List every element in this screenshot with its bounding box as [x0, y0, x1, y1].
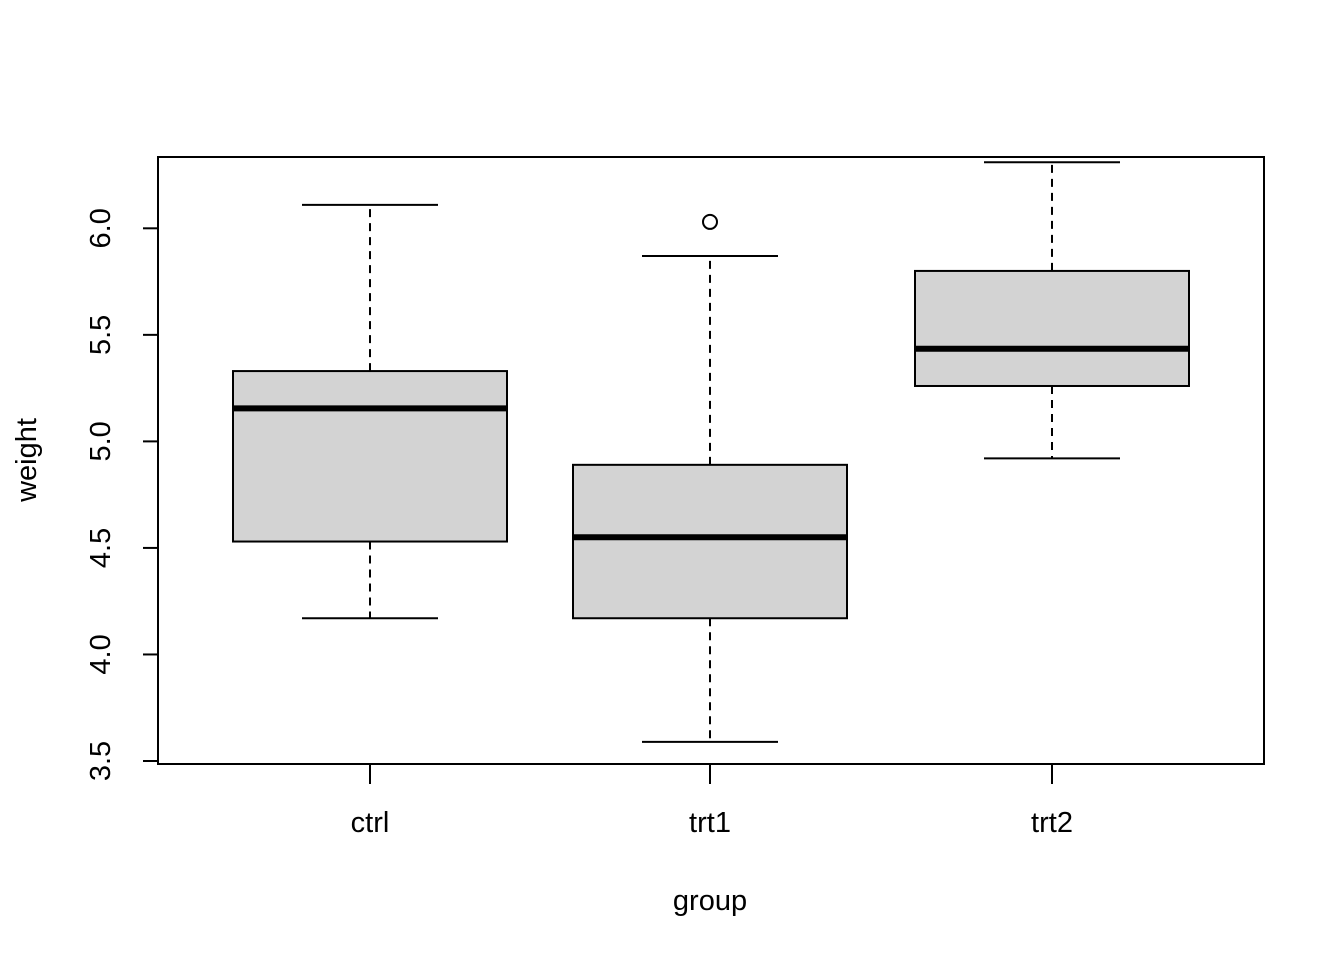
box-trt2	[914, 161, 1190, 460]
y-tick-label: 3.5	[85, 741, 117, 781]
x-tick-label: trt1	[689, 807, 731, 839]
outlier-point	[702, 213, 718, 230]
y-tick-label: 6.0	[85, 208, 117, 248]
x-axis: ctrl trt1 trt2	[351, 763, 1073, 839]
iqr-box	[914, 269, 1190, 387]
y-tick-label: 4.5	[85, 528, 117, 568]
y-axis: 3.5 4.0 4.5 5.0 5.5 6.0	[85, 208, 159, 781]
x-tick-label: trt2	[1031, 807, 1073, 839]
iqr-box	[232, 370, 508, 543]
iqr-box	[572, 463, 848, 620]
box-ctrl	[232, 203, 508, 620]
boxes-layer	[232, 161, 1190, 743]
x-axis-label: group	[673, 885, 747, 917]
y-axis-label: weight	[11, 418, 43, 503]
x-tick-label: ctrl	[351, 807, 390, 839]
y-tick-label: 5.5	[85, 315, 117, 355]
y-tick-label: 4.0	[85, 634, 117, 674]
y-tick-label: 5.0	[85, 421, 117, 461]
box-trt1	[572, 213, 848, 743]
